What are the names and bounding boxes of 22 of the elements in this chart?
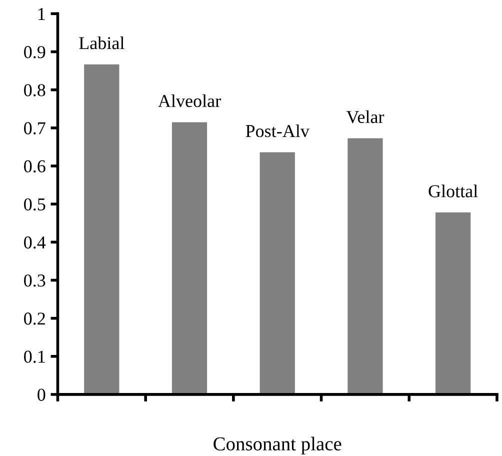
bar bbox=[172, 122, 208, 394]
y-tick-label: 0.4 bbox=[24, 236, 46, 249]
bar bbox=[435, 212, 471, 394]
y-tick-label: 0.2 bbox=[24, 312, 45, 325]
x-tick-label: Post-Alv bbox=[246, 124, 310, 138]
bar bbox=[260, 152, 295, 394]
y-tick-label: 0.8 bbox=[24, 84, 46, 96]
y-tick-label: 0.1 bbox=[24, 350, 45, 363]
x-axis-title: Consonant place bbox=[214, 436, 342, 454]
y-tick-label: 0.9 bbox=[24, 46, 46, 58]
y-tick-label: 1 bbox=[38, 8, 45, 20]
y-tick-label: 0.3 bbox=[24, 274, 46, 287]
y-tick-label: 0.7 bbox=[24, 122, 46, 134]
x-tick-label: Labial bbox=[79, 36, 124, 50]
bar bbox=[348, 138, 383, 394]
y-tick-label: 0 bbox=[38, 388, 46, 401]
y-tick-label: 0.6 bbox=[24, 160, 46, 173]
y-tick-label: 0.5 bbox=[24, 198, 46, 211]
x-tick-label: Glottal bbox=[428, 184, 478, 198]
x-tick-label: Velar bbox=[346, 110, 384, 124]
bar bbox=[84, 64, 120, 394]
x-tick-label: Alveolar bbox=[158, 94, 221, 108]
